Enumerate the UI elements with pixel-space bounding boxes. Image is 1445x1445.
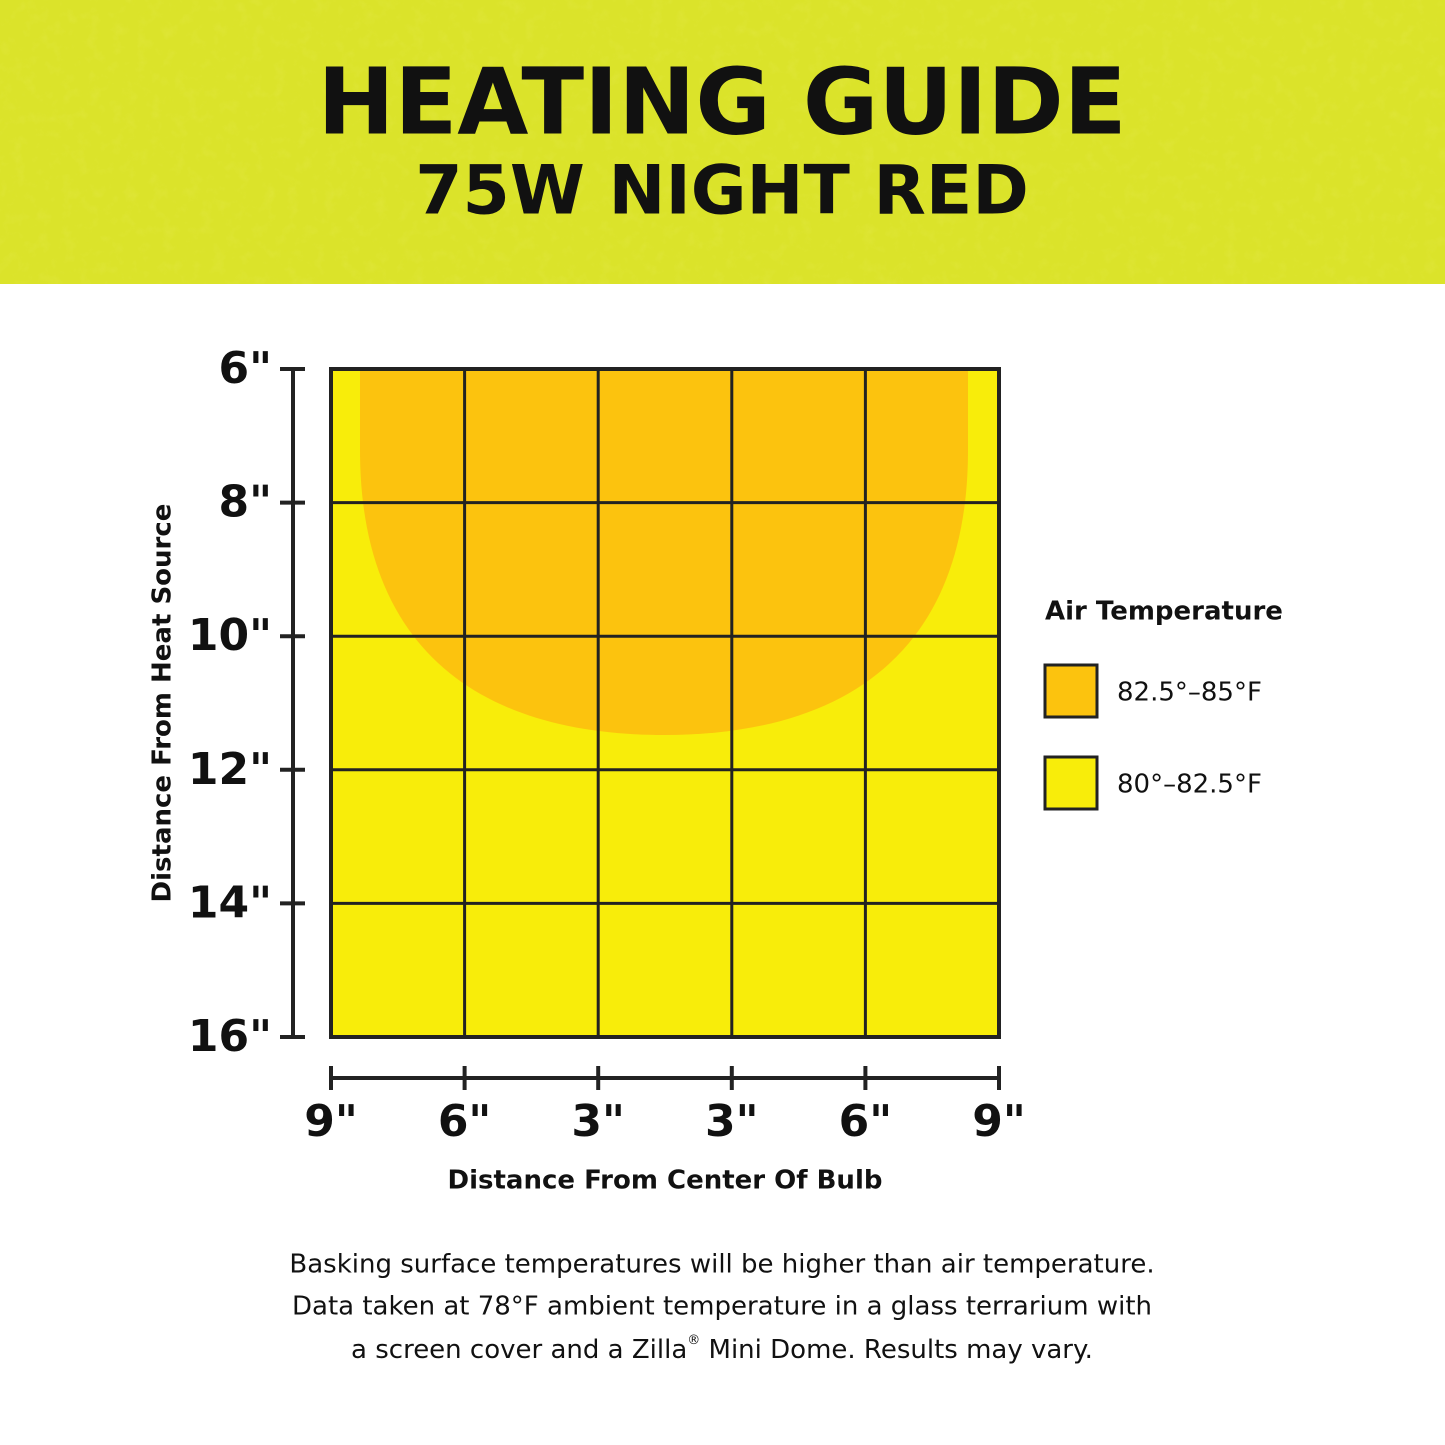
y-tick-label: 8": [218, 477, 272, 528]
footnote-line: Data taken at 78°F ambient temperature i…: [292, 1292, 1152, 1322]
x-tick-label: 6": [839, 1096, 893, 1147]
y-tick-label: 16": [188, 1011, 272, 1062]
footnote-line: Basking surface temperatures will be hig…: [289, 1250, 1154, 1280]
x-tick-label: 9": [304, 1096, 358, 1147]
grid-border: [329, 367, 1001, 1039]
footnote-line: a screen cover and a Zilla® Mini Dome. R…: [351, 1333, 1093, 1365]
footnote-text: a screen cover and a Zilla: [351, 1335, 687, 1365]
x-tick-label: 6": [438, 1096, 492, 1147]
y-tick-label: 14": [188, 877, 272, 928]
zone-high: [360, 369, 968, 735]
y-axis-label: Distance From Heat Source: [148, 504, 178, 903]
x-tick-label: 9": [972, 1096, 1026, 1147]
legend-label: 80°–82.5°F: [1117, 770, 1262, 800]
footnote-text: Mini Dome. Results may vary.: [700, 1335, 1093, 1365]
legend-title: Air Temperature: [1045, 597, 1283, 627]
grid: [331, 369, 999, 1037]
subtitle: 75W NIGHT RED: [415, 152, 1029, 231]
y-tick-label: 12": [188, 744, 272, 795]
legend: 82.5°–85°F 80°–82.5°F: [1043, 663, 1262, 811]
axes: [280, 367, 1001, 1090]
registered-mark: ®: [687, 1333, 700, 1348]
header-texture: [0, 0, 1445, 284]
y-tick-label: 10": [188, 610, 272, 661]
x-tick-label: 3": [571, 1096, 625, 1147]
x-tick-label: 3": [705, 1096, 759, 1147]
x-axis-label: Distance From Center Of Bulb: [448, 1166, 883, 1196]
y-tick-label: 6": [218, 343, 272, 394]
title: HEATING GUIDE: [317, 48, 1126, 155]
legend-label: 82.5°–85°F: [1117, 678, 1262, 708]
legend-swatch: [1043, 755, 1099, 811]
legend-swatch: [1043, 663, 1099, 719]
